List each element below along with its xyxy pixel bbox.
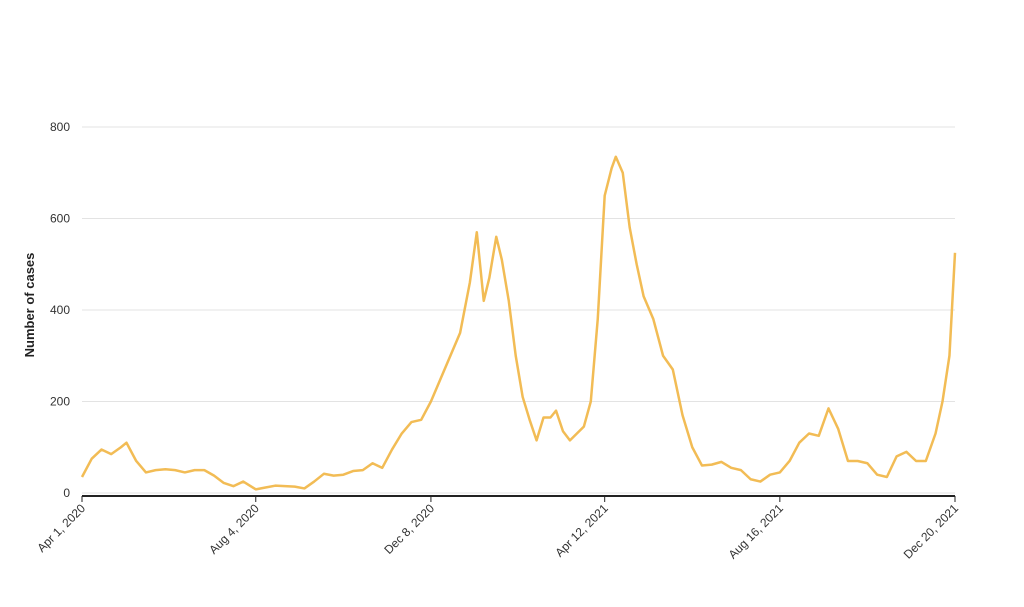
y-axis-label: Number of cases: [22, 253, 37, 358]
y-tick-label: 200: [50, 395, 70, 409]
y-tick-label: 800: [50, 120, 70, 134]
y-tick-label: 400: [50, 303, 70, 317]
y-tick-label: 600: [50, 212, 70, 226]
x-tick-label: Dec 8, 2020: [381, 501, 437, 557]
x-tick-label: Dec 20, 2021: [901, 501, 962, 562]
y-tick-label: 0: [63, 486, 70, 500]
line-series: [80, 155, 957, 491]
x-tick-label: Aug 16, 2021: [726, 501, 787, 562]
x-tick-label: Apr 1, 2020: [34, 501, 88, 555]
x-tick-label: Aug 4, 2020: [206, 501, 262, 557]
x-tick-label: Apr 12, 2021: [552, 501, 611, 560]
